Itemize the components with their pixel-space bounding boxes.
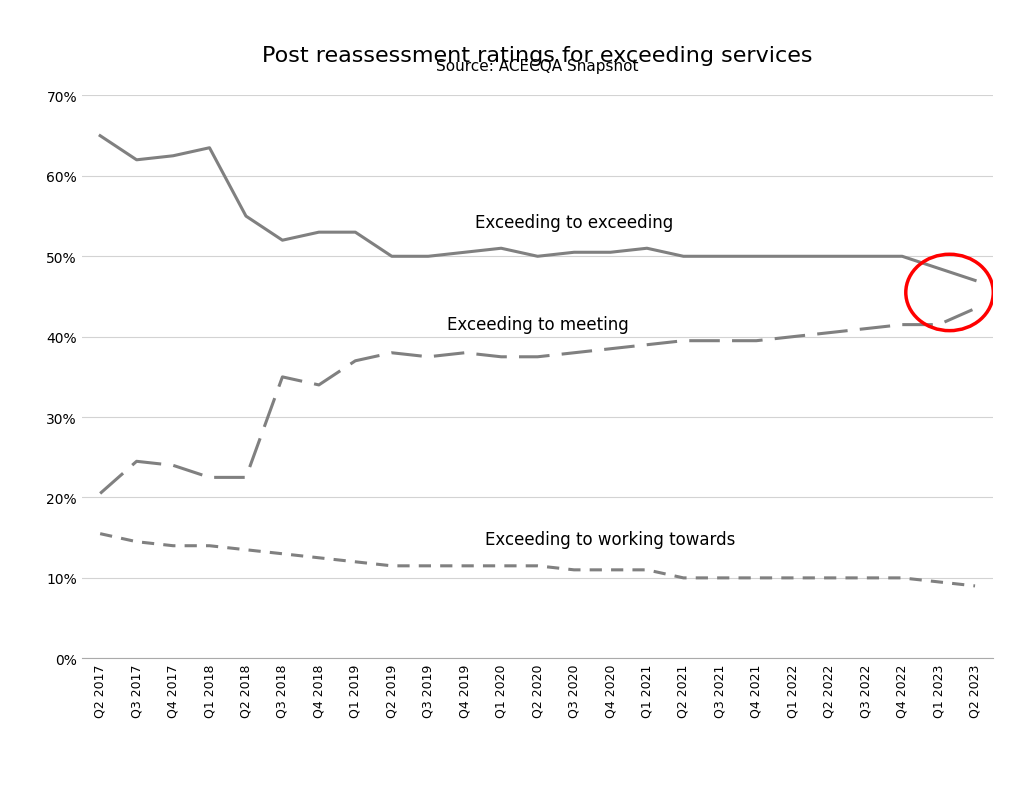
- Text: Source: ACECQA Snapshot: Source: ACECQA Snapshot: [436, 59, 639, 74]
- Title: Post reassessment ratings for exceeding services: Post reassessment ratings for exceeding …: [262, 46, 813, 66]
- Text: Exceeding to working towards: Exceeding to working towards: [485, 531, 735, 548]
- Text: Exceeding to exceeding: Exceeding to exceeding: [475, 214, 673, 231]
- Text: Exceeding to meeting: Exceeding to meeting: [446, 316, 629, 333]
